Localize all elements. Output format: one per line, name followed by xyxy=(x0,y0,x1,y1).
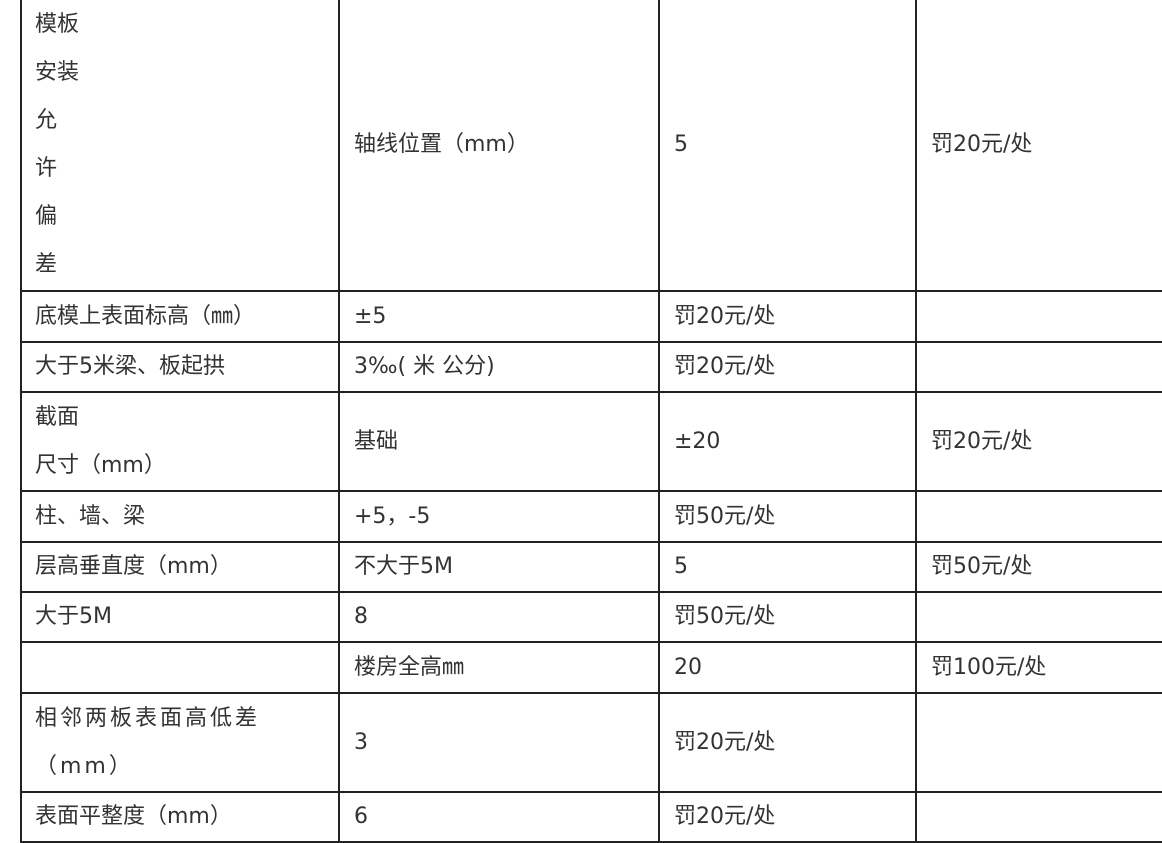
table-cell xyxy=(915,591,1162,643)
table-cell: 罚20元/处 xyxy=(658,290,917,343)
table-row: 大于5米梁、板起拱 3‰( 米 公分) 罚20元/处 xyxy=(20,341,1162,393)
table-row: 模板 安装 允 许 偏 差轴线位置（mm） 5 罚20元/处 xyxy=(20,0,1162,292)
table-cell: 层高垂直度（mm） xyxy=(20,541,340,593)
tolerance-table: 模板 安装 允 许 偏 差轴线位置（mm） 5 罚20元/处 底模上表面标高（㎜） ±5… xyxy=(20,0,1162,843)
table-cell: 截面 尺寸（mm） xyxy=(20,391,340,492)
table-cell: 罚20元/处 xyxy=(915,391,1162,492)
table-row: 底模上表面标高（㎜） ±5 罚20元/处 xyxy=(20,290,1162,343)
table-cell: 罚20元/处 xyxy=(658,791,917,843)
table-cell xyxy=(915,490,1162,543)
table-cell: 相邻两板表面高低差 （mm） xyxy=(20,692,340,793)
table-cell: 5 xyxy=(658,0,917,292)
table-cell: 不大于5M xyxy=(338,541,660,593)
table-cell: 罚50元/处 xyxy=(915,541,1162,593)
table-cell: +5，-5 xyxy=(338,490,660,543)
table-cell: 罚100元/处 xyxy=(915,641,1162,694)
table-cell xyxy=(915,341,1162,393)
table-cell: 柱、墙、梁 xyxy=(20,490,340,543)
table-row: 截面 尺寸（mm） 基础 ±20 罚20元/处 xyxy=(20,391,1162,492)
table-row: 楼房全高㎜ 20 罚100元/处 xyxy=(20,641,1162,694)
table-cell: 大于5米梁、板起拱 xyxy=(20,341,340,393)
table-cell: 8 xyxy=(338,591,660,643)
table-cell: 5 xyxy=(658,541,917,593)
table-cell: ±5 xyxy=(338,290,660,343)
table-cell xyxy=(20,641,340,694)
table-cell: 表面平整度（mm） xyxy=(20,791,340,843)
table-cell xyxy=(915,692,1162,793)
table-cell: 罚20元/处 xyxy=(915,0,1162,292)
table-row: 层高垂直度（mm） 不大于5M 5 罚50元/处 xyxy=(20,541,1162,593)
table-cell: 20 xyxy=(658,641,917,694)
table-cell: 轴线位置（mm） xyxy=(338,0,660,292)
table-cell: 3 xyxy=(338,692,660,793)
table-row: 大于5M 8 罚50元/处 xyxy=(20,591,1162,643)
table-cell: 基础 xyxy=(338,391,660,492)
table-cell xyxy=(915,791,1162,843)
table-cell: 罚50元/处 xyxy=(658,490,917,543)
table-row: 表面平整度（mm） 6 罚20元/处 xyxy=(20,791,1162,843)
table-cell: 3‰( 米 公分) xyxy=(338,341,660,393)
table-cell: 罚50元/处 xyxy=(658,591,917,643)
table-cell: 模板 安装 允 许 偏 差 xyxy=(20,0,340,292)
table-cell: 大于5M xyxy=(20,591,340,643)
table-cell: 罚20元/处 xyxy=(658,341,917,393)
table-cell: 楼房全高㎜ xyxy=(338,641,660,694)
table-row: 相邻两板表面高低差 （mm） 3 罚20元/处 xyxy=(20,692,1162,793)
table-cell xyxy=(915,290,1162,343)
table-cell: 6 xyxy=(338,791,660,843)
table-cell: 罚20元/处 xyxy=(658,692,917,793)
table-cell: ±20 xyxy=(658,391,917,492)
table-row: 柱、墙、梁 +5，-5 罚50元/处 xyxy=(20,490,1162,543)
table-cell: 底模上表面标高（㎜） xyxy=(20,290,340,343)
